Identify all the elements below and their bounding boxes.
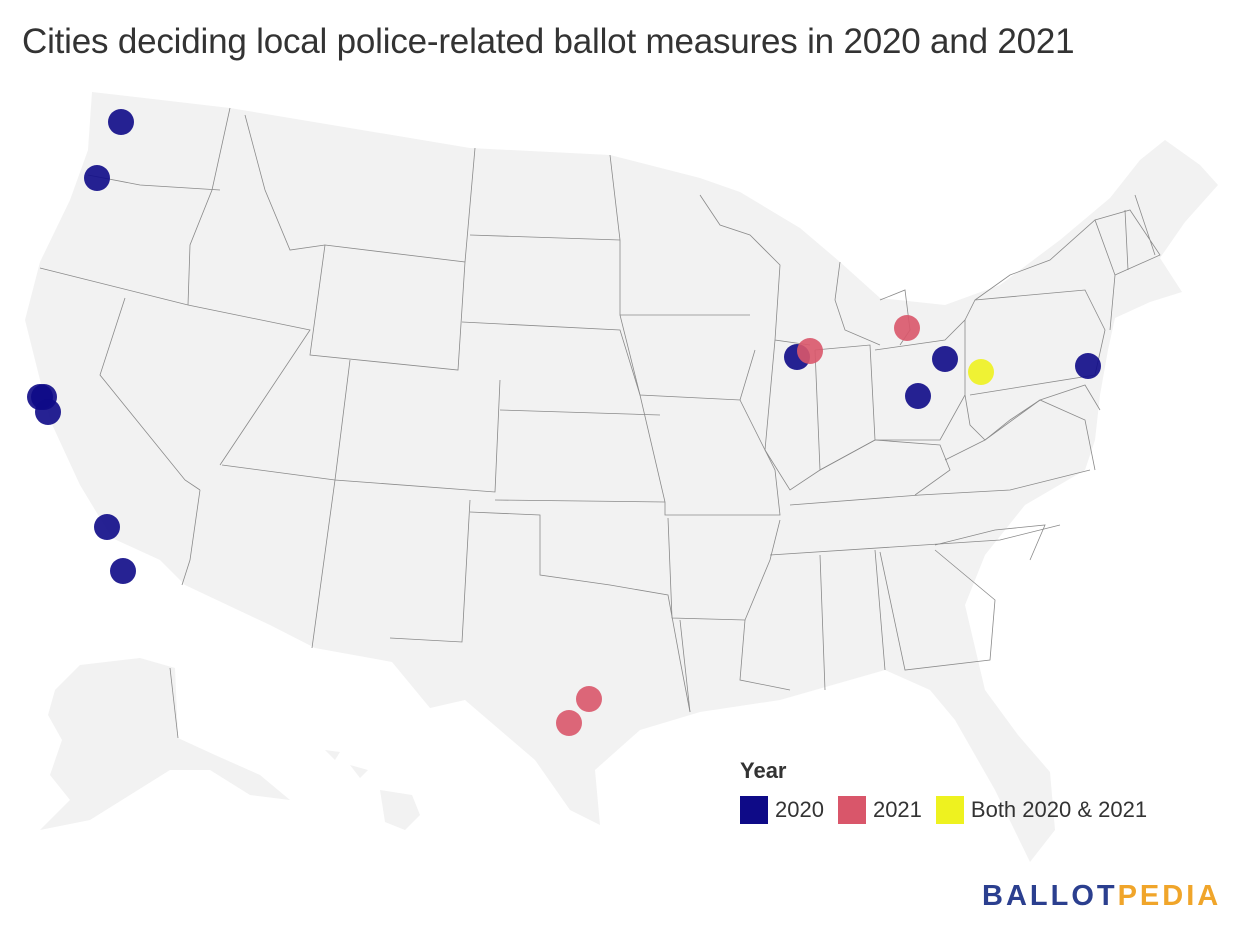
legend-swatch-2020: [740, 796, 768, 824]
legend-title: Year: [740, 758, 787, 783]
border-pa: [964, 289, 1106, 396]
city-marker-ohio[interactable]: [905, 383, 931, 409]
legend-swatch-both: [935, 796, 964, 824]
city-marker-california[interactable]: [110, 558, 136, 584]
legend-label-2020: 2020: [775, 797, 824, 822]
logo-text-ballot: BALLOT: [982, 880, 1118, 912]
border-ms-al: [819, 549, 886, 691]
city-marker-texas[interactable]: [556, 710, 582, 736]
legend-label-both: Both 2020 & 2021: [970, 797, 1148, 822]
border-nd-sd: [469, 234, 621, 241]
ballotpedia-logo[interactable]: BALLOTPEDIA: [982, 880, 1221, 913]
state-borders: [39, 107, 1161, 739]
border-wy: [309, 244, 466, 371]
city-marker-washington[interactable]: [108, 109, 134, 135]
border-ks-ok: [494, 499, 666, 503]
border-idaho-mt: [244, 114, 326, 251]
border-ne-ks: [499, 409, 661, 416]
border-co: [334, 359, 501, 493]
city-marker-california[interactable]: [35, 399, 61, 425]
legend: Year 2020 2021 Both 2020 & 2021: [740, 758, 1161, 824]
hawaii-shape: [325, 750, 420, 830]
border-new-england: [1094, 194, 1161, 276]
land-layer: [25, 92, 1218, 862]
logo-text-pedia: PEDIA: [1117, 880, 1222, 912]
legend-item-2021[interactable]: 2021: [837, 796, 922, 824]
city-marker-illinois[interactable]: [797, 338, 823, 364]
border-ia: [619, 314, 756, 401]
border-mn: [609, 154, 750, 316]
legend-item-both[interactable]: Both 2020 & 2021: [935, 796, 1148, 824]
border-ak-yukon: [169, 667, 179, 739]
border-oh: [874, 319, 966, 441]
border-nv-ut: [187, 304, 311, 466]
border-ca-az: [181, 489, 201, 586]
legend-item-2020[interactable]: 2020: [740, 796, 824, 824]
border-sc-nc: [934, 524, 1046, 561]
legend-label-2021: 2021: [872, 797, 922, 822]
border-il: [764, 339, 821, 491]
border-md-de: [1039, 384, 1101, 411]
border-ky: [819, 439, 951, 496]
city-marker-michigan[interactable]: [894, 315, 920, 341]
legend-swatch-2021: [837, 796, 866, 824]
city-marker-california[interactable]: [94, 514, 120, 540]
border-or-ca: [39, 267, 189, 306]
city-marker-oregon[interactable]: [84, 165, 110, 191]
city-marker-ohio[interactable]: [932, 346, 958, 372]
border-idaho: [187, 107, 231, 306]
border-ga: [879, 549, 996, 671]
border-mo: [639, 394, 781, 516]
alaska-shape: [40, 658, 290, 830]
border-nv-ca: [99, 297, 201, 491]
border-wv: [964, 394, 1041, 441]
border-nm: [311, 479, 471, 649]
border-tn-south: [769, 524, 1061, 556]
us-outline: [25, 92, 1218, 862]
city-marker-pennsylvania[interactable]: [1075, 353, 1101, 379]
border-ok-tx: [469, 511, 691, 713]
city-markers: [27, 109, 1101, 736]
city-marker-texas[interactable]: [576, 686, 602, 712]
border-wi: [699, 194, 811, 346]
city-marker-pennsylvania[interactable]: [968, 359, 994, 385]
chart-title: Cities deciding local police-related bal…: [22, 22, 1075, 61]
border-ny: [974, 219, 1116, 331]
border-la: [679, 619, 791, 713]
border-ky-tn: [789, 469, 1091, 506]
border-mt-nd: [464, 147, 476, 263]
border-sd-ne: [461, 321, 641, 396]
border-ut-az: [221, 464, 336, 481]
